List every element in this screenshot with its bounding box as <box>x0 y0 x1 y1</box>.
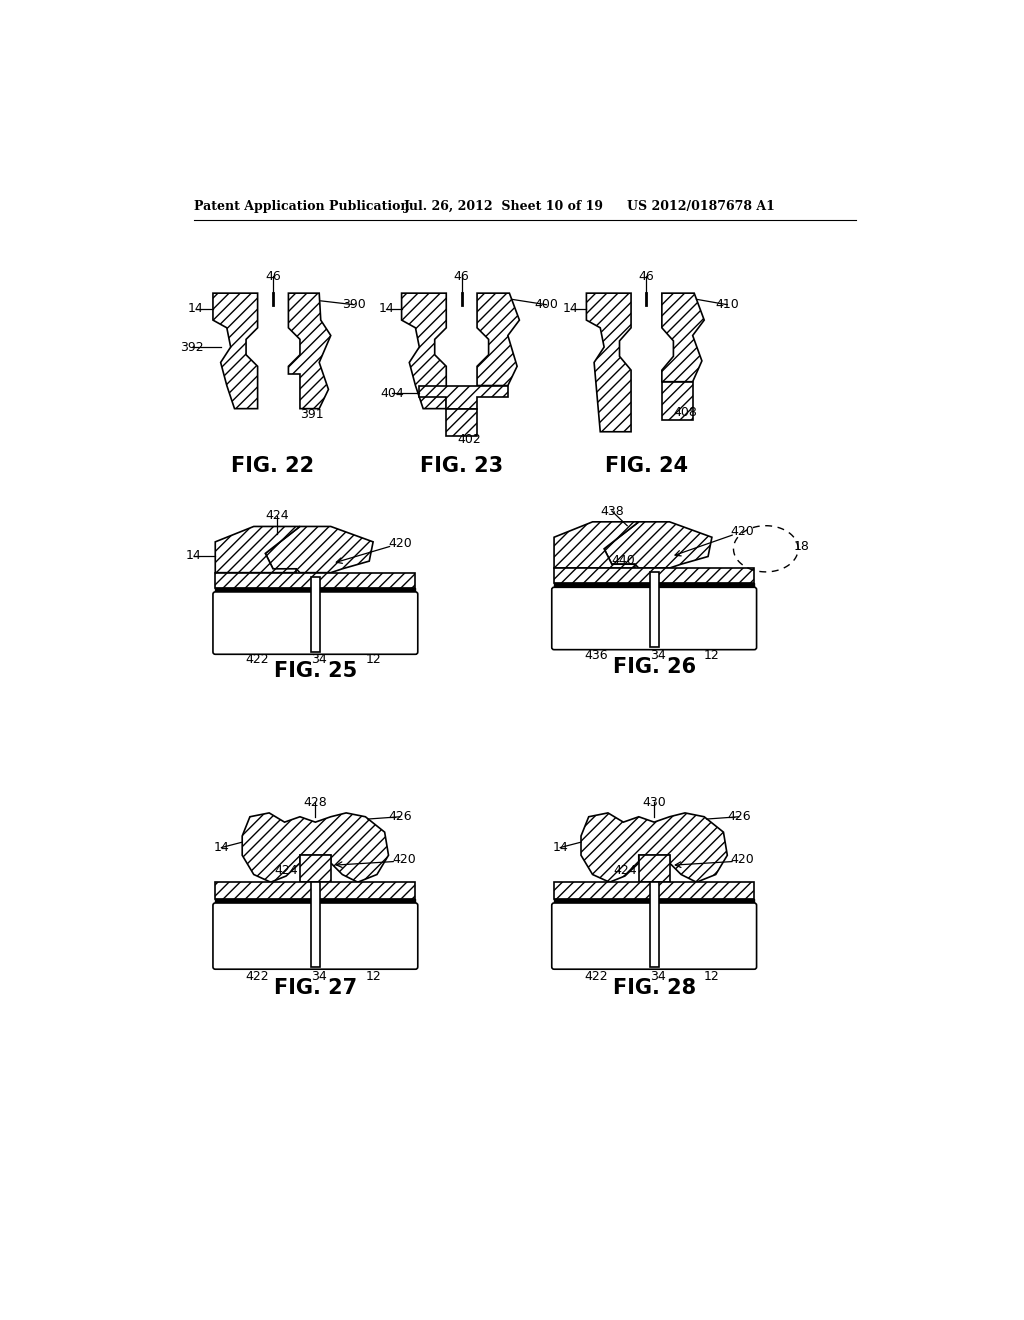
Polygon shape <box>243 813 388 882</box>
Text: 12: 12 <box>705 648 720 661</box>
Text: 410: 410 <box>716 298 739 312</box>
Polygon shape <box>639 855 670 882</box>
Bar <box>649 882 658 966</box>
Text: 430: 430 <box>642 796 666 809</box>
Text: 424: 424 <box>265 510 289 523</box>
Text: 14: 14 <box>214 841 229 854</box>
Text: 428: 428 <box>303 796 328 809</box>
Text: 14: 14 <box>185 549 202 562</box>
Text: Patent Application Publication: Patent Application Publication <box>194 199 410 213</box>
Text: 436: 436 <box>585 648 608 661</box>
Text: 12: 12 <box>705 970 720 982</box>
Polygon shape <box>213 293 258 409</box>
Polygon shape <box>215 573 416 589</box>
Text: 12: 12 <box>366 970 381 982</box>
Polygon shape <box>477 293 519 385</box>
Text: 390: 390 <box>342 298 366 312</box>
Text: 12: 12 <box>366 653 381 667</box>
Text: 402: 402 <box>458 433 481 446</box>
Polygon shape <box>215 527 300 573</box>
Text: 46: 46 <box>639 269 654 282</box>
Polygon shape <box>289 293 331 409</box>
FancyBboxPatch shape <box>213 903 418 969</box>
Polygon shape <box>662 293 705 381</box>
Text: 14: 14 <box>378 302 394 315</box>
Text: Jul. 26, 2012  Sheet 10 of 19: Jul. 26, 2012 Sheet 10 of 19 <box>403 199 604 213</box>
Text: FIG. 27: FIG. 27 <box>273 978 357 998</box>
Polygon shape <box>587 293 631 432</box>
Polygon shape <box>215 882 416 899</box>
Text: 426: 426 <box>388 810 412 824</box>
Text: 46: 46 <box>454 269 470 282</box>
Text: 18: 18 <box>794 540 810 553</box>
Text: 440: 440 <box>611 554 635 566</box>
Polygon shape <box>265 527 373 573</box>
Text: 34: 34 <box>311 653 327 667</box>
FancyBboxPatch shape <box>213 591 418 655</box>
Text: 34: 34 <box>650 648 666 661</box>
Text: 424: 424 <box>613 865 637 878</box>
Text: 14: 14 <box>563 302 579 315</box>
Polygon shape <box>554 882 755 899</box>
FancyBboxPatch shape <box>552 587 757 649</box>
Text: 422: 422 <box>585 970 608 982</box>
Bar <box>310 882 319 966</box>
Text: 404: 404 <box>381 387 404 400</box>
Text: FIG. 24: FIG. 24 <box>605 457 688 477</box>
Text: 422: 422 <box>246 970 269 982</box>
Text: 14: 14 <box>552 841 568 854</box>
Text: 420: 420 <box>388 537 412 550</box>
Text: 34: 34 <box>650 970 666 982</box>
Text: 14: 14 <box>188 302 204 315</box>
Text: FIG. 22: FIG. 22 <box>231 457 314 477</box>
Polygon shape <box>419 385 508 409</box>
Text: 34: 34 <box>311 970 327 982</box>
Polygon shape <box>300 855 331 882</box>
Text: 424: 424 <box>274 865 298 878</box>
Polygon shape <box>554 568 755 583</box>
Text: 426: 426 <box>727 810 751 824</box>
Text: FIG. 28: FIG. 28 <box>612 978 695 998</box>
Polygon shape <box>554 521 639 568</box>
Text: US 2012/0187678 A1: US 2012/0187678 A1 <box>628 199 775 213</box>
Polygon shape <box>581 813 727 882</box>
Text: 420: 420 <box>731 524 755 537</box>
FancyBboxPatch shape <box>552 903 757 969</box>
Polygon shape <box>401 293 446 409</box>
Text: 391: 391 <box>300 408 324 421</box>
Bar <box>310 577 319 652</box>
Text: 46: 46 <box>265 269 281 282</box>
Text: FIG. 26: FIG. 26 <box>612 656 695 677</box>
Text: 392: 392 <box>180 341 204 354</box>
Text: 420: 420 <box>392 853 416 866</box>
Text: 422: 422 <box>246 653 269 667</box>
Polygon shape <box>604 521 712 568</box>
Bar <box>649 572 658 647</box>
Text: 438: 438 <box>600 504 624 517</box>
Polygon shape <box>446 409 477 436</box>
Text: 408: 408 <box>673 407 697 418</box>
Text: FIG. 23: FIG. 23 <box>420 457 503 477</box>
Text: 400: 400 <box>535 298 558 312</box>
Text: FIG. 25: FIG. 25 <box>273 661 357 681</box>
Text: 420: 420 <box>731 853 755 866</box>
Polygon shape <box>662 381 692 420</box>
